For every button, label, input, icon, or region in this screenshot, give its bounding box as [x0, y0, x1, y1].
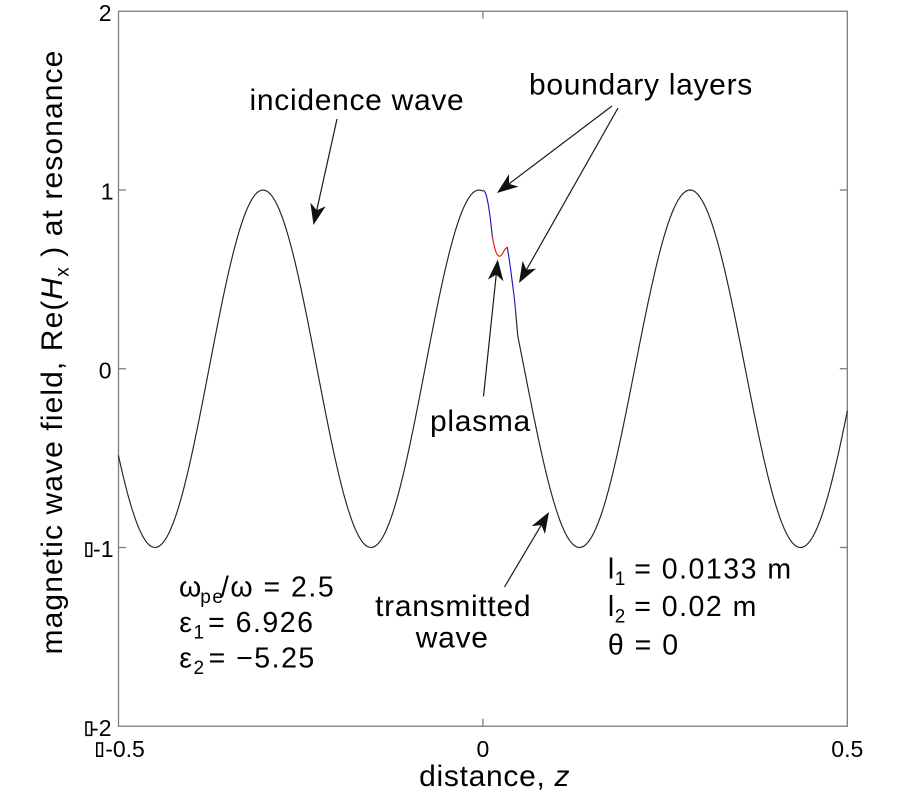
svg-text:θ = 0: θ = 0	[608, 629, 680, 661]
svg-text:distance, z: distance, z	[419, 760, 570, 793]
svg-text:2: 2	[99, 0, 112, 26]
svg-text:boundary layers: boundary layers	[529, 69, 753, 102]
svg-text:1: 1	[101, 179, 114, 205]
svg-text:0: 0	[477, 736, 490, 762]
svg-text:magnetic wave field, Re(Hx ) a: magnetic wave field, Re(Hx ) at resonanc…	[36, 50, 74, 655]
svg-text:ωpe/ω = 2.5: ωpe/ω = 2.5	[179, 572, 335, 609]
svg-text:0: 0	[99, 357, 112, 383]
svg-text:-2: -2	[91, 715, 111, 741]
svg-text:l1 = 0.0133 m: l1 = 0.0133 m	[608, 554, 793, 591]
svg-text:l2 = 0.02 m: l2 = 0.02 m	[608, 591, 758, 628]
svg-text:plasma: plasma	[430, 405, 531, 438]
svg-text:-1: -1	[93, 536, 113, 562]
svg-text:wave: wave	[415, 621, 489, 654]
svg-text:-0.5: -0.5	[105, 736, 145, 762]
svg-text:0.5: 0.5	[831, 736, 863, 762]
svg-text:incidence wave: incidence wave	[250, 84, 465, 117]
svg-text:transmitted: transmitted	[375, 590, 531, 623]
